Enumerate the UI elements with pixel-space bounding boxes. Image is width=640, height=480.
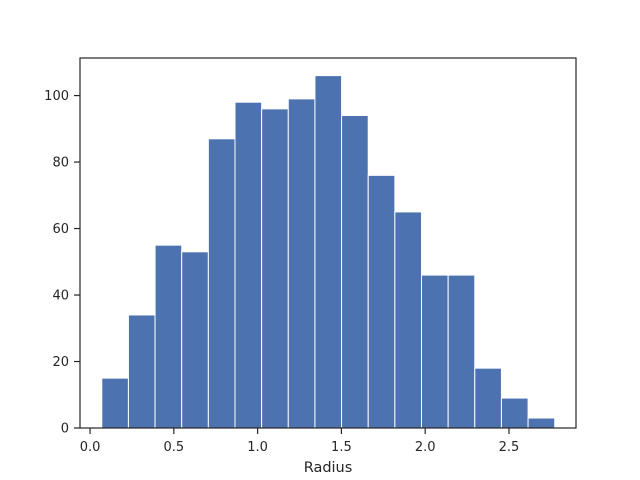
x-axis-label: Radius <box>304 460 353 476</box>
y-tick-label: 80 <box>52 156 69 171</box>
x-tick-label: 2.5 <box>499 440 520 455</box>
x-tick-label: 1.5 <box>331 440 352 455</box>
histogram-bar <box>474 367 502 429</box>
histogram-bar <box>421 274 449 429</box>
histogram-bar <box>447 274 476 429</box>
y-tick-label: 20 <box>52 355 69 370</box>
histogram-bar <box>367 174 396 429</box>
bars-group <box>101 75 556 429</box>
y-tick-label: 100 <box>44 89 69 104</box>
y-tick-label: 0 <box>61 422 69 437</box>
histogram-bar <box>234 101 263 429</box>
histogram-bar <box>500 397 529 429</box>
y-axis-ticks: 0 20 40 60 80 100 <box>44 89 80 437</box>
x-axis-ticks: 0.0 0.5 1.0 1.5 2.0 2.5 <box>80 428 520 455</box>
histogram-bar <box>287 98 316 429</box>
x-tick-label: 0.0 <box>80 440 101 455</box>
histogram-bar <box>127 314 156 429</box>
histogram-bar <box>394 211 423 429</box>
histogram-bar <box>261 108 289 429</box>
histogram-bar <box>341 115 369 429</box>
histogram-bar <box>154 244 183 429</box>
plot-frame <box>79 57 577 429</box>
x-tick-label: 2.0 <box>415 440 436 455</box>
histogram-bar <box>101 377 129 429</box>
histogram-bar <box>527 417 556 429</box>
histogram-bar <box>181 251 209 429</box>
histogram-bar <box>314 75 343 429</box>
y-tick-label: 40 <box>52 289 69 304</box>
x-tick-label: 0.5 <box>163 440 184 455</box>
histogram-bar <box>207 138 236 429</box>
y-tick-label: 60 <box>52 222 69 237</box>
x-tick-label: 1.0 <box>247 440 268 455</box>
